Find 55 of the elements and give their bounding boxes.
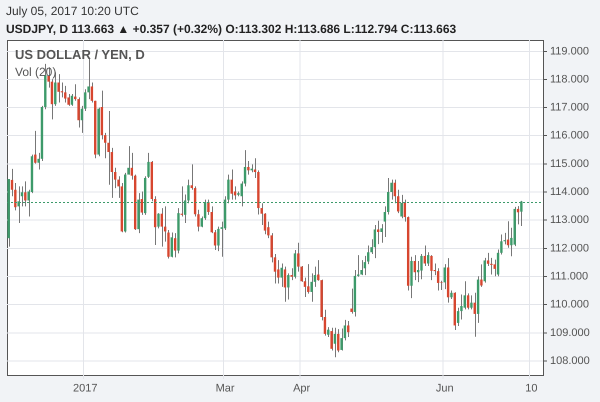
candlestick — [374, 224, 376, 259]
candlestick — [230, 168, 233, 200]
candlestick — [180, 186, 183, 218]
y-tick-label: 113.000 — [550, 214, 589, 226]
candlestick — [54, 72, 56, 106]
x-tick-label: 10 — [525, 382, 538, 395]
y-tick-label: 117.000 — [550, 102, 589, 114]
candlestick — [217, 226, 220, 252]
x-tick-label: 2017 — [72, 382, 98, 395]
candlestick — [170, 232, 173, 258]
candlestick — [470, 294, 473, 310]
x-tick-label: Jun — [436, 382, 454, 395]
candlestick — [290, 268, 293, 281]
candlestick — [350, 288, 353, 314]
candlestick — [436, 268, 440, 292]
candlestick — [414, 254, 416, 281]
candlestick — [160, 208, 164, 248]
chart-subtitle: July 05, 2017 10:20 UTC — [6, 4, 139, 18]
candlestick — [364, 255, 366, 276]
annotation: US DOLLAR / YEN, D — [15, 47, 145, 62]
y-tick-label: 116.000 — [550, 130, 589, 142]
candlestick — [287, 272, 290, 300]
chart-title: USDJPY, D 113.663 ▲ +0.357 (+0.32%) O:113.302 H:113.686 L:112.794 C:113.663 — [6, 22, 456, 36]
candlestick — [480, 264, 483, 288]
y-tick-label: 115.000 — [550, 158, 589, 170]
candlestick — [424, 245, 426, 267]
y-tick-label: 108.000 — [550, 354, 590, 367]
candlestick — [444, 264, 446, 290]
y-tick-label: 109.000 — [550, 326, 590, 339]
candlestick — [280, 263, 283, 288]
candlestick — [340, 328, 343, 352]
y-tick-label: 118.000 — [550, 73, 589, 86]
candlestick — [490, 257, 493, 275]
y-tick-label: 114.000 — [550, 186, 589, 198]
candlestick — [334, 327, 336, 358]
candlestick — [57, 74, 60, 103]
candlestick — [377, 220, 380, 245]
candlestick — [247, 160, 250, 176]
x-tick-label: Apr — [293, 382, 311, 395]
x-tick-label: Mar — [216, 382, 235, 395]
y-tick-label: 111.000 — [550, 270, 588, 282]
y-tick-label: 112.000 — [550, 242, 589, 254]
candlestick — [330, 327, 333, 352]
candlestick — [70, 94, 74, 106]
candlestick — [484, 257, 486, 284]
candlestick — [474, 292, 476, 338]
candlestick — [347, 320, 350, 338]
candlestick — [307, 264, 310, 294]
candlestick — [24, 180, 27, 207]
candlestick — [174, 232, 176, 258]
candlestick — [466, 292, 470, 310]
candlestick — [494, 259, 496, 277]
y-tick-label: 119.000 — [550, 45, 589, 58]
candlestick — [64, 85, 66, 103]
y-tick-label: 110.000 — [550, 298, 589, 311]
